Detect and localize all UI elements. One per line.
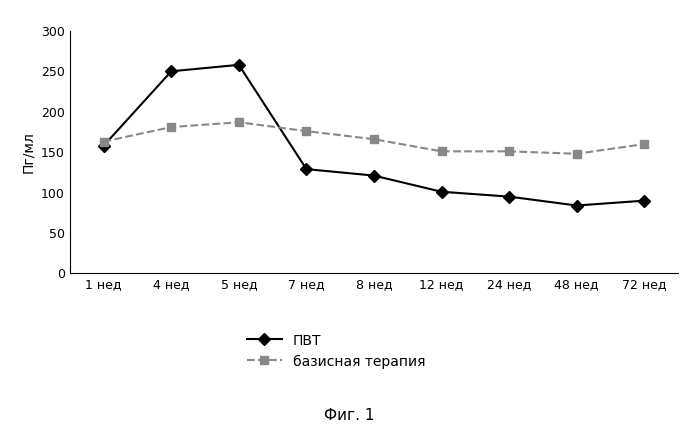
ПВТ	[370, 173, 378, 178]
базисная терапия	[302, 128, 310, 134]
Y-axis label: Пг/мл: Пг/мл	[22, 131, 36, 173]
ПВТ	[572, 203, 581, 208]
Line: ПВТ: ПВТ	[99, 61, 649, 209]
базисная терапия	[505, 149, 513, 154]
ПВТ	[505, 194, 513, 199]
ПВТ	[640, 198, 649, 203]
ПВТ	[235, 62, 243, 67]
Line: базисная терапия: базисная терапия	[99, 118, 649, 158]
Text: Фиг. 1: Фиг. 1	[324, 408, 375, 423]
базисная терапия	[572, 151, 581, 157]
ПВТ	[302, 166, 310, 172]
базисная терапия	[99, 139, 108, 144]
ПВТ	[99, 143, 108, 148]
базисная терапия	[640, 142, 649, 147]
базисная терапия	[235, 120, 243, 125]
базисная терапия	[370, 137, 378, 142]
Legend: ПВТ, базисная терапия: ПВТ, базисная терапия	[247, 334, 426, 369]
ПВТ	[438, 189, 446, 194]
базисная терапия	[167, 124, 175, 130]
ПВТ	[167, 69, 175, 74]
базисная терапия	[438, 149, 446, 154]
